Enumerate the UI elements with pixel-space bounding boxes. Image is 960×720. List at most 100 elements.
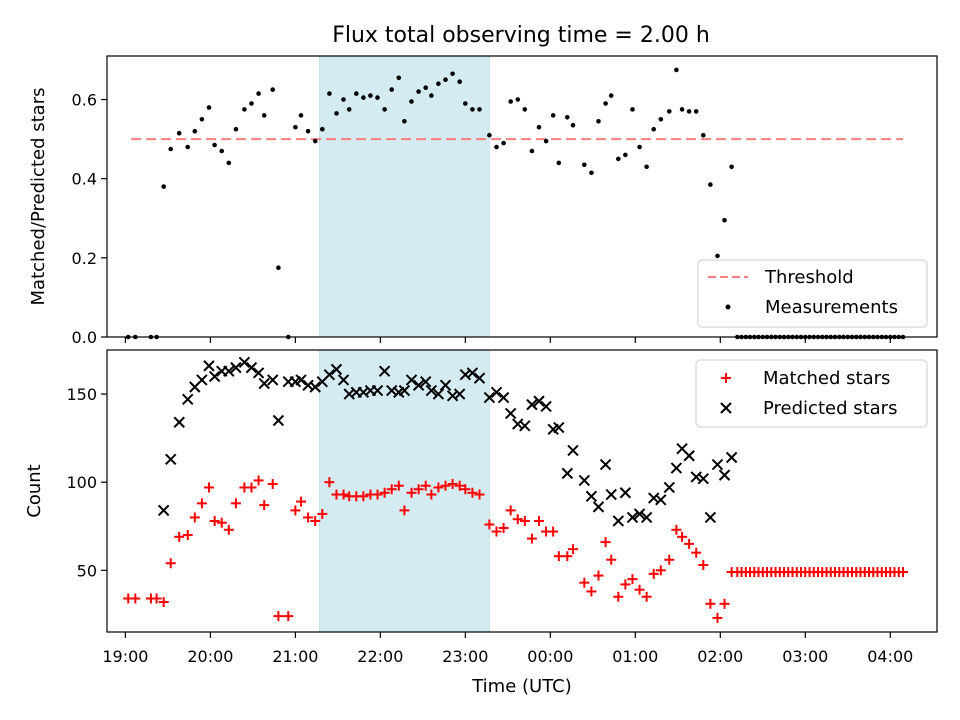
- measurement-point: [276, 265, 281, 271]
- matched-star-point: [698, 560, 709, 571]
- matched-star-point: [447, 478, 458, 489]
- matched-star-point: [324, 477, 335, 488]
- y-tick-label: 0.4: [72, 170, 97, 189]
- y-tick-label: 150: [66, 385, 97, 404]
- measurement-point: [423, 85, 429, 90]
- x-tick-label: 01:00: [612, 647, 658, 666]
- measurement-point: [715, 253, 720, 259]
- predicted-star-point: [483, 391, 496, 404]
- bottom-y-axis: 50 100 150: [66, 385, 107, 580]
- predicted-star-point: [157, 504, 170, 517]
- predicted-star-point: [165, 453, 177, 465]
- predicted-star-point: [330, 363, 343, 376]
- measurement-point: [443, 77, 448, 82]
- measurement-point: [487, 132, 492, 138]
- matched-star-point: [613, 591, 624, 602]
- predicted-star-point: [504, 407, 517, 420]
- matched-star-point: [253, 475, 264, 486]
- predicted-star-point: [512, 418, 524, 430]
- legend-matched-label: Matched stars: [763, 368, 890, 389]
- predicted-star-point: [697, 472, 710, 485]
- x-tick-label: 23:00: [442, 647, 488, 666]
- measurement-point: [389, 87, 395, 92]
- matched-star-point: [898, 567, 909, 578]
- measurement-point: [396, 75, 402, 81]
- measurement-point: [192, 128, 198, 134]
- matched-star-point: [230, 498, 241, 509]
- x-tick-label: 02:00: [697, 647, 743, 666]
- legend-threshold-label: Threshold: [764, 267, 854, 288]
- predicted-star-point: [473, 372, 486, 384]
- measurement-point: [219, 148, 224, 154]
- matched-star-point: [420, 480, 431, 491]
- legend-x-marker: [720, 402, 732, 414]
- ratio-panel: 0.0 0.2 0.4 0.6 Matched/Predicted stars Thr…: [28, 55, 938, 347]
- predicted-star-point: [378, 365, 391, 377]
- matched-stars-points: [123, 475, 909, 623]
- y-tick-label: 50: [77, 561, 97, 580]
- measurement-point: [242, 107, 247, 112]
- predicted-star-point: [302, 379, 314, 391]
- predicted-star-point: [670, 462, 683, 474]
- predicted-star-point: [425, 384, 438, 397]
- measurement-point: [312, 138, 318, 144]
- measurement-point: [270, 87, 276, 92]
- matched-star-point: [579, 577, 590, 588]
- predicted-star-point: [655, 494, 667, 506]
- bottom-legend-box: [695, 359, 928, 428]
- matched-star-point: [467, 487, 478, 498]
- predicted-star-point: [337, 374, 350, 386]
- measurement-point: [334, 111, 339, 116]
- measurement-point: [206, 105, 212, 110]
- predicted-stars-points: [157, 356, 738, 527]
- matched-star-point: [426, 489, 437, 500]
- chart-title: Flux total observing time = 2.00 h: [332, 23, 710, 48]
- predicted-star-point: [203, 360, 215, 372]
- measurement-point: [596, 119, 601, 124]
- matched-star-point: [684, 538, 695, 549]
- measurement-point: [161, 184, 166, 189]
- measurement-point: [402, 119, 407, 124]
- matched-star-point: [671, 524, 682, 535]
- measurement-point: [212, 142, 217, 148]
- matched-star-point: [648, 568, 659, 579]
- measurement-point: [298, 113, 304, 118]
- matched-star-point: [338, 489, 349, 500]
- predicted-star-point: [711, 458, 724, 471]
- predicted-star-point: [605, 488, 617, 501]
- predicted-star-point: [245, 361, 258, 374]
- measurement-point: [429, 93, 434, 98]
- top-x-ticks: [124, 337, 891, 343]
- legend-measurements-label: Measurements: [765, 297, 898, 318]
- predicted-star-point: [272, 414, 285, 427]
- y-tick-label: 0.0: [72, 328, 97, 347]
- matched-star-point: [174, 531, 185, 542]
- top-legend-box: [697, 259, 928, 328]
- measurement-point: [416, 89, 421, 94]
- measurement-point: [729, 164, 734, 170]
- measurement-point: [501, 140, 506, 146]
- measurement-point: [556, 160, 562, 166]
- predicted-star-point: [567, 444, 579, 457]
- count-panel: 50 100 150 19:00 20:00 21:00 22:00 23:00 00:00 0…: [24, 349, 938, 697]
- legend-predicted-swatch: [720, 402, 732, 414]
- predicted-star-point: [323, 368, 336, 381]
- matched-star-point: [634, 584, 645, 595]
- measurement-point: [233, 126, 239, 132]
- measurement-point: [346, 107, 352, 112]
- y-tick-label: 0.2: [72, 249, 97, 268]
- matched-star-point: [641, 591, 652, 602]
- measurement-point: [327, 91, 332, 96]
- matched-star-point: [548, 526, 559, 537]
- predicted-star-point: [725, 451, 738, 464]
- matched-star-point: [393, 480, 404, 491]
- measurement-point: [616, 156, 621, 162]
- matched-star-point: [246, 482, 257, 493]
- matched-star-point: [196, 498, 207, 509]
- measurement-point: [589, 170, 594, 176]
- measurement-point: [176, 130, 182, 136]
- matched-star-point: [158, 597, 169, 608]
- matched-star-point: [664, 554, 675, 565]
- x-tick-label: 04:00: [867, 647, 913, 666]
